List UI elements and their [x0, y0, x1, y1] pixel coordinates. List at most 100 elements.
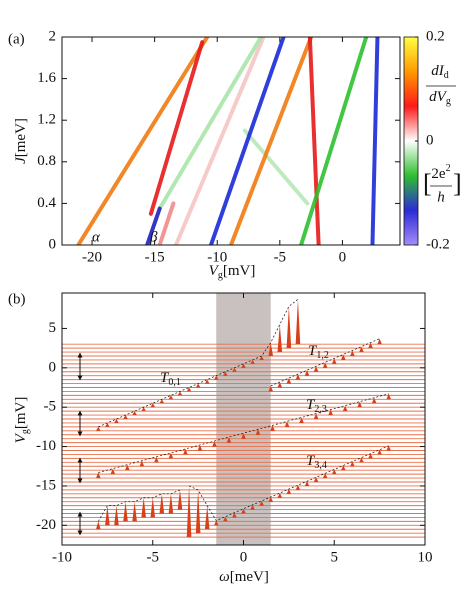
- spike: [223, 516, 228, 522]
- spike: [259, 356, 264, 360]
- spike: [331, 358, 337, 364]
- spike: [286, 378, 292, 384]
- spike: [277, 324, 283, 353]
- band-label-symbol: T: [306, 397, 316, 413]
- spike: [331, 469, 337, 475]
- annotation: β: [149, 229, 158, 245]
- band-label: T1,2: [308, 343, 329, 361]
- spike: [96, 521, 101, 530]
- spike: [295, 374, 301, 380]
- map-line: [370, 37, 380, 245]
- colorbar-unit-denominator: h: [437, 189, 445, 205]
- spike: [250, 359, 255, 364]
- spike: [386, 393, 391, 400]
- colorbar-tick-label: 0: [426, 132, 434, 148]
- spike: [377, 449, 382, 455]
- spike: [177, 489, 183, 510]
- spike: [241, 433, 246, 439]
- spike: [195, 383, 201, 388]
- spike: [114, 419, 119, 423]
- map-line: [242, 128, 310, 206]
- y-tick-label: 2: [49, 28, 57, 44]
- map-line: [157, 37, 264, 211]
- y-tick-label: 0: [49, 359, 57, 375]
- spike: [150, 497, 156, 518]
- spike: [313, 477, 319, 482]
- spike: [284, 421, 290, 427]
- band-label-symbol: T: [308, 343, 318, 359]
- spike: [342, 405, 348, 412]
- spike: [197, 444, 203, 451]
- panel-label: (b): [8, 291, 26, 307]
- y-tick-label: 1.6: [37, 70, 56, 86]
- spike: [304, 370, 310, 376]
- spike: [328, 409, 333, 416]
- spike: [154, 456, 159, 463]
- spike: [168, 452, 174, 459]
- map-line: [173, 37, 266, 245]
- spike: [232, 512, 237, 518]
- spike: [277, 381, 283, 388]
- spike: [212, 441, 217, 447]
- x-tick-label: -5: [147, 549, 160, 565]
- x-axis-label: ω[meV]: [219, 569, 269, 585]
- band-label-subscript: 3,4: [314, 460, 327, 471]
- spike: [359, 346, 364, 353]
- x-tick-label: -10: [207, 249, 227, 265]
- spike: [268, 342, 274, 356]
- lines: [76, 37, 380, 245]
- x-tick-label: 0: [339, 249, 347, 265]
- map-line: [76, 37, 210, 245]
- spike: [259, 500, 264, 506]
- map-line: [208, 37, 286, 245]
- spike: [313, 413, 319, 419]
- x-tick-label: -15: [145, 249, 165, 265]
- spike: [322, 362, 328, 368]
- spike: [114, 505, 119, 526]
- colorbar-tick-label: 0.2: [426, 28, 445, 44]
- x-tick-label: 5: [331, 549, 339, 565]
- x-tick-label: -20: [82, 249, 102, 265]
- colorbar-numerator: dId: [431, 63, 449, 81]
- band-label: T3,4: [306, 453, 327, 471]
- spike: [255, 429, 261, 435]
- spike: [159, 399, 165, 404]
- y-axis-label: Vg[mV]: [13, 397, 31, 444]
- y-tick-label: 1.2: [37, 112, 56, 128]
- spike: [96, 426, 101, 431]
- spike: [204, 379, 210, 384]
- spike: [213, 520, 219, 526]
- spike: [132, 411, 137, 416]
- map-line: [148, 40, 205, 216]
- x-tick-label: -5: [274, 249, 287, 265]
- y-tick-label: -15: [36, 477, 56, 493]
- spike: [268, 385, 274, 392]
- spike: [341, 465, 346, 471]
- spike: [105, 422, 110, 427]
- spike: [223, 371, 228, 376]
- map-line: [229, 37, 314, 245]
- spike: [232, 367, 237, 372]
- band-label-subscript: 0,1: [168, 377, 181, 388]
- spike: [159, 493, 165, 514]
- annotation: α: [92, 229, 101, 245]
- x-axis-label: Vg[mV]: [209, 263, 256, 281]
- map-line: [299, 37, 369, 245]
- y-tick-label: 0.8: [37, 153, 56, 169]
- envelope: [188, 445, 389, 522]
- spike: [213, 375, 219, 380]
- band-label: T2,3: [306, 397, 327, 415]
- x-tick-label: 10: [418, 549, 433, 565]
- y-tick-label: -20: [36, 517, 56, 533]
- band-label-symbol: T: [306, 453, 316, 469]
- spike: [386, 445, 391, 451]
- axes-frame: [61, 36, 401, 246]
- spike: [350, 350, 355, 356]
- spike: [359, 457, 364, 463]
- panel-label: (a): [8, 31, 25, 47]
- spike: [241, 363, 246, 368]
- panel-a: -20 -15 -10 -5 0 0 0.4 0.8 1.2 1.6 2 α β -0.2 0 0.2: [37, 28, 450, 265]
- map-line: [157, 201, 176, 245]
- spike: [270, 425, 275, 431]
- envelope: [98, 299, 299, 428]
